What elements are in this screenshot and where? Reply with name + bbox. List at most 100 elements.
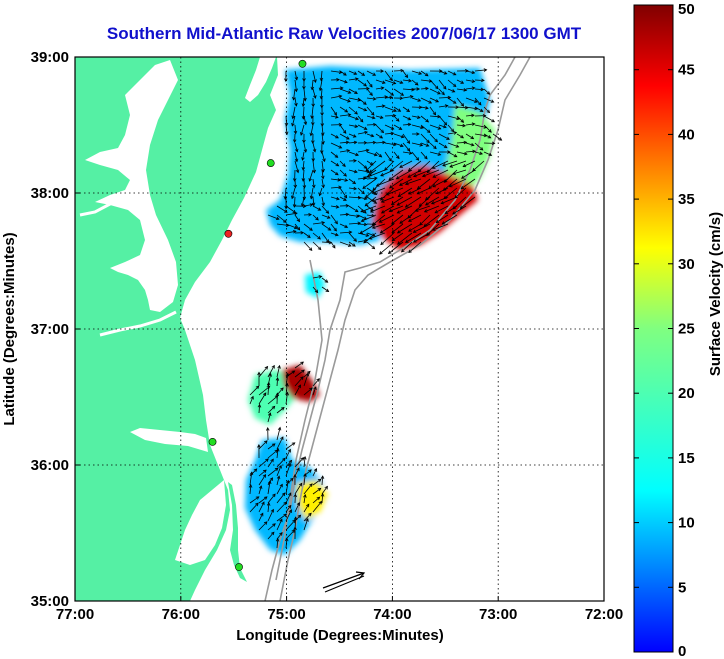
velocity-vector-head	[453, 131, 458, 135]
colorbar-tick-label: 20	[678, 385, 695, 402]
velocity-vector	[276, 538, 279, 549]
velocity-vector	[363, 169, 377, 180]
velocity-vector	[429, 106, 436, 116]
velocity-vector-head	[282, 457, 286, 462]
velocity-vector-head	[471, 70, 476, 75]
velocity-vector	[303, 456, 306, 468]
velocity-vector	[456, 79, 464, 84]
velocity-vector-head	[435, 85, 439, 90]
velocity-vector-head	[309, 227, 313, 231]
velocity-vector	[303, 178, 305, 189]
colorbar-tick-label: 25	[678, 321, 695, 338]
velocity-vector	[456, 141, 467, 144]
colorbar-tick-label: 40	[678, 126, 695, 143]
velocity-vector	[348, 241, 356, 247]
velocity-vector-head	[318, 192, 322, 197]
velocity-vector	[384, 106, 397, 112]
velocity-vector-head	[300, 376, 304, 380]
velocity-vector-head	[291, 115, 295, 120]
velocity-vector	[361, 214, 377, 222]
bathymetry-contours	[264, 57, 531, 601]
velocity-vector-head	[321, 221, 326, 225]
velocity-vector-head	[288, 492, 292, 497]
velocity-vector	[386, 187, 404, 196]
velocity-vector	[339, 150, 350, 153]
velocity-vector-head	[363, 196, 368, 201]
velocity-vector-head	[373, 200, 378, 204]
velocity-vector-head	[347, 99, 351, 103]
velocity-vector	[375, 115, 384, 119]
velocity-vector-head	[287, 448, 291, 453]
velocity-vector	[348, 196, 361, 199]
velocity-vector	[321, 214, 331, 219]
velocity-vector	[339, 187, 348, 199]
velocity-vector-head	[424, 155, 428, 160]
velocity-vector-head	[284, 537, 289, 542]
velocity-vector	[465, 70, 475, 74]
velocity-vector	[258, 521, 268, 531]
velocity-vector	[366, 160, 374, 166]
velocity-vector	[408, 223, 422, 232]
velocity-vector-head	[363, 222, 368, 227]
velocity-vector	[312, 88, 316, 99]
velocity-vector-head	[491, 118, 496, 123]
velocity-vector	[393, 151, 400, 159]
velocity-vector	[303, 373, 309, 387]
velocity-vector-head	[321, 202, 325, 207]
velocity-vector	[483, 124, 492, 133]
velocity-vector	[294, 223, 301, 231]
velocity-vector	[321, 160, 324, 172]
velocity-vector-head	[298, 482, 303, 487]
velocity-vector-head	[452, 211, 456, 215]
velocity-vector	[312, 276, 322, 279]
velocity-vector-head	[361, 190, 365, 195]
velocity-vector	[366, 241, 375, 250]
velocity-vector-head	[353, 71, 358, 75]
velocity-vector-head	[302, 185, 307, 189]
velocity-vector-head	[291, 370, 296, 374]
velocity-vector	[276, 492, 286, 504]
velocity-vector-head	[347, 113, 352, 117]
x-axis-label: Longitude (Degrees:Minutes)	[236, 627, 444, 644]
velocity-vector	[330, 95, 342, 99]
velocity-vector	[303, 387, 313, 396]
velocity-vector-head	[460, 175, 465, 179]
velocity-vector	[285, 212, 298, 216]
velocity-vector-head	[321, 141, 325, 145]
velocity-vector	[366, 169, 372, 176]
velocity-vector-head	[373, 122, 377, 127]
velocity-vector	[399, 178, 413, 186]
velocity-vector	[320, 70, 323, 81]
velocity-vector-head	[269, 477, 273, 481]
velocity-vector	[330, 214, 338, 224]
velocity-vector-head	[412, 239, 417, 243]
velocity-vector-head	[346, 149, 351, 153]
velocity-vector-head	[291, 122, 295, 127]
velocity-vector	[357, 196, 367, 200]
velocity-vector	[391, 223, 404, 233]
velocity-vector-head	[432, 174, 437, 178]
velocity-vector-head	[382, 140, 386, 145]
velocity-vector-head	[332, 244, 336, 249]
velocity-vector	[483, 151, 492, 156]
velocity-vector	[339, 124, 347, 134]
velocity-vector	[420, 70, 429, 77]
velocity-vector	[438, 124, 447, 128]
velocity-vector-head	[275, 392, 280, 397]
velocity-vector-head	[316, 496, 321, 501]
velocity-vector-head	[369, 162, 374, 166]
velocity-vector-head	[313, 386, 317, 390]
velocity-vector	[294, 196, 296, 208]
velocity-vector-head	[348, 230, 353, 235]
velocity-vector-head	[371, 198, 376, 202]
velocity-vector-head	[313, 95, 317, 99]
velocity-vector-head	[471, 79, 476, 83]
velocity-vector-head	[248, 484, 253, 488]
velocity-vector	[339, 196, 347, 201]
velocity-vector	[294, 483, 303, 495]
velocity-vector	[483, 133, 491, 139]
velocity-vector-head	[363, 101, 367, 105]
velocity-vector-head	[270, 508, 274, 513]
velocity-vector-head	[431, 227, 436, 231]
velocity-vector-head	[300, 361, 304, 365]
